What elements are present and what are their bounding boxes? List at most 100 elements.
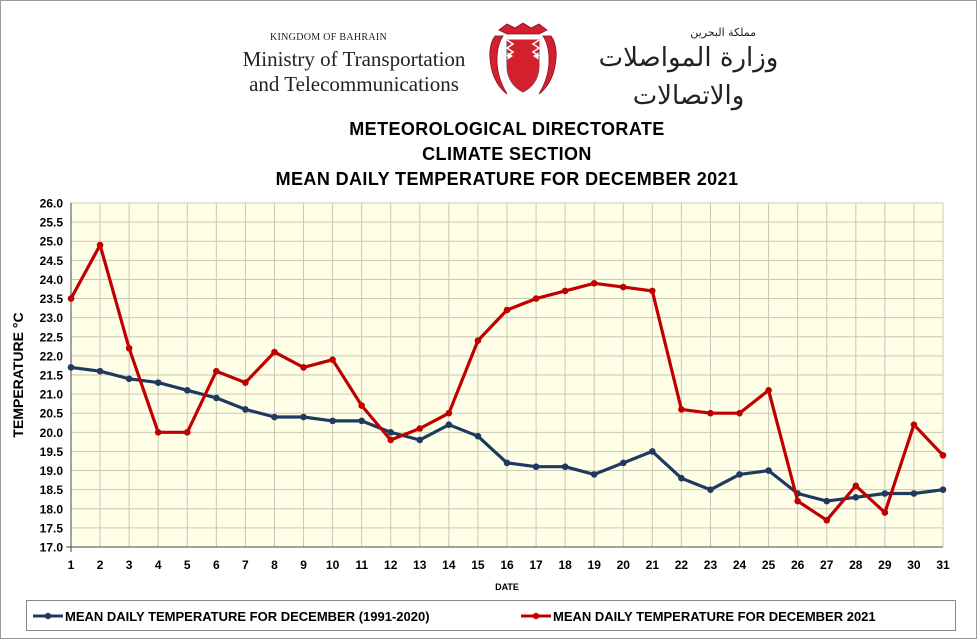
data-point-normal bbox=[503, 459, 511, 467]
x-tick-label: 5 bbox=[184, 558, 191, 572]
data-point-normal bbox=[125, 375, 133, 383]
data-point-2021 bbox=[881, 509, 889, 516]
x-tick-label: 21 bbox=[646, 558, 660, 572]
ministry-name-line1: Ministry of Transportation bbox=[242, 47, 466, 71]
x-tick-label: 7 bbox=[242, 558, 249, 572]
x-tick-label: 27 bbox=[820, 558, 834, 572]
x-tick-label: 12 bbox=[384, 558, 398, 572]
bahrain-coat-of-arms-icon bbox=[489, 22, 557, 95]
data-point-2021 bbox=[939, 451, 947, 459]
x-axis-label: DATE bbox=[495, 582, 519, 592]
x-tick-label: 10 bbox=[326, 558, 340, 572]
data-point-2021 bbox=[242, 379, 249, 386]
kingdom-label: KINGDOM OF BAHRAIN bbox=[270, 32, 388, 43]
data-point-normal bbox=[416, 436, 424, 444]
data-point-normal bbox=[765, 467, 772, 474]
data-point-normal bbox=[96, 367, 104, 375]
data-point-2021 bbox=[300, 364, 307, 371]
data-point-normal bbox=[939, 486, 947, 493]
ministry-header: KINGDOM OF BAHRAIN Ministry of Transport… bbox=[0, 0, 977, 111]
y-tick-label: 21.5 bbox=[40, 369, 64, 383]
kingdom-label-arabic: مملكة البحرين bbox=[690, 26, 756, 39]
data-point-2021 bbox=[736, 409, 743, 417]
data-point-normal bbox=[561, 463, 569, 471]
ministry-name-arabic-text: وزارة المواصلات والاتصالات bbox=[598, 43, 779, 111]
x-tick-label: 14 bbox=[442, 558, 456, 572]
x-tick-label: 2 bbox=[97, 558, 104, 572]
data-point-normal bbox=[387, 429, 395, 436]
data-point-normal bbox=[67, 364, 75, 371]
legend-marker-2021 bbox=[532, 612, 540, 620]
data-point-normal bbox=[852, 494, 860, 501]
x-tick-label: 17 bbox=[529, 558, 543, 572]
data-point-normal bbox=[213, 394, 220, 402]
y-tick-label: 25.0 bbox=[40, 235, 64, 249]
y-tick-label: 25.5 bbox=[40, 216, 64, 230]
ministry-name: Ministry of Transportation and Telecommu… bbox=[226, 47, 482, 97]
y-axis-label: TEMPERATURE °C bbox=[10, 312, 26, 437]
data-point-2021 bbox=[678, 406, 685, 413]
title-line1: METEOROLOGICAL DIRECTORATE bbox=[349, 119, 665, 139]
data-point-2021 bbox=[445, 409, 453, 417]
data-point-2021 bbox=[532, 295, 540, 302]
legend-label-2021: MEAN DAILY TEMPERATURE FOR DECEMBER 2021 bbox=[553, 609, 876, 624]
legend-graphics: MEAN DAILY TEMPERATURE FOR DECEMBER (199… bbox=[33, 609, 876, 624]
y-tick-label: 18.0 bbox=[40, 502, 64, 516]
data-point-2021 bbox=[213, 367, 220, 375]
y-tick-label: 20.0 bbox=[40, 426, 64, 440]
data-point-normal bbox=[242, 406, 249, 413]
legend-label-normal: MEAN DAILY TEMPERATURE FOR DECEMBER (199… bbox=[65, 609, 430, 624]
data-point-2021 bbox=[358, 402, 365, 409]
data-point-2021 bbox=[619, 283, 627, 291]
data-point-2021 bbox=[707, 409, 714, 417]
data-point-normal bbox=[649, 448, 656, 455]
x-tick-label: 9 bbox=[300, 558, 307, 572]
y-tick-label: 24.5 bbox=[40, 254, 64, 268]
x-tick-label: 24 bbox=[733, 558, 747, 572]
data-point-2021 bbox=[474, 337, 482, 344]
data-point-2021 bbox=[125, 344, 133, 352]
data-point-2021 bbox=[794, 497, 801, 505]
x-tick-label: 30 bbox=[907, 558, 921, 572]
x-tick-label: 20 bbox=[617, 558, 631, 572]
data-point-normal bbox=[271, 413, 278, 421]
y-tick-label: 22.5 bbox=[40, 330, 64, 344]
data-point-2021 bbox=[765, 386, 772, 394]
data-point-2021 bbox=[416, 425, 424, 432]
data-point-2021 bbox=[561, 287, 569, 295]
y-tick-label: 26.0 bbox=[40, 197, 64, 211]
data-point-normal bbox=[910, 490, 918, 497]
data-point-2021 bbox=[154, 429, 162, 436]
x-tick-label: 11 bbox=[355, 558, 368, 572]
data-point-normal bbox=[532, 463, 540, 471]
data-point-2021 bbox=[823, 516, 831, 524]
data-point-2021 bbox=[649, 287, 656, 295]
data-point-2021 bbox=[183, 429, 191, 436]
y-tick-label: 23.5 bbox=[40, 292, 64, 306]
x-tick-label: 13 bbox=[413, 558, 427, 572]
data-point-normal bbox=[154, 379, 162, 386]
data-point-normal bbox=[707, 486, 714, 493]
data-point-normal bbox=[619, 459, 627, 467]
x-tick-label: 29 bbox=[878, 558, 892, 572]
data-point-2021 bbox=[910, 421, 918, 428]
ministry-name-line2: and Telecommunications bbox=[249, 72, 459, 96]
x-tick-label: 22 bbox=[675, 558, 689, 572]
x-tick-label: 31 bbox=[936, 558, 950, 572]
x-tick-label: 16 bbox=[500, 558, 514, 572]
ministry-name-arabic: مملكة البحرين وزارة المواصلات والاتصالات bbox=[566, 26, 811, 111]
x-tick-label: 26 bbox=[791, 558, 805, 572]
data-point-normal bbox=[358, 417, 365, 425]
data-point-normal bbox=[445, 421, 453, 428]
x-tick-label: 25 bbox=[762, 558, 776, 572]
data-point-2021 bbox=[387, 436, 395, 444]
x-tick-label: 18 bbox=[558, 558, 572, 572]
y-tick-label: 22.0 bbox=[40, 349, 64, 363]
data-point-normal bbox=[590, 471, 598, 478]
y-tick-label: 19.0 bbox=[40, 464, 64, 478]
title-line3: MEAN DAILY TEMPERATURE FOR DECEMBER 2021 bbox=[275, 169, 739, 189]
data-point-normal bbox=[678, 474, 685, 482]
data-point-normal bbox=[823, 497, 831, 505]
y-tick-label: 19.5 bbox=[40, 445, 64, 459]
